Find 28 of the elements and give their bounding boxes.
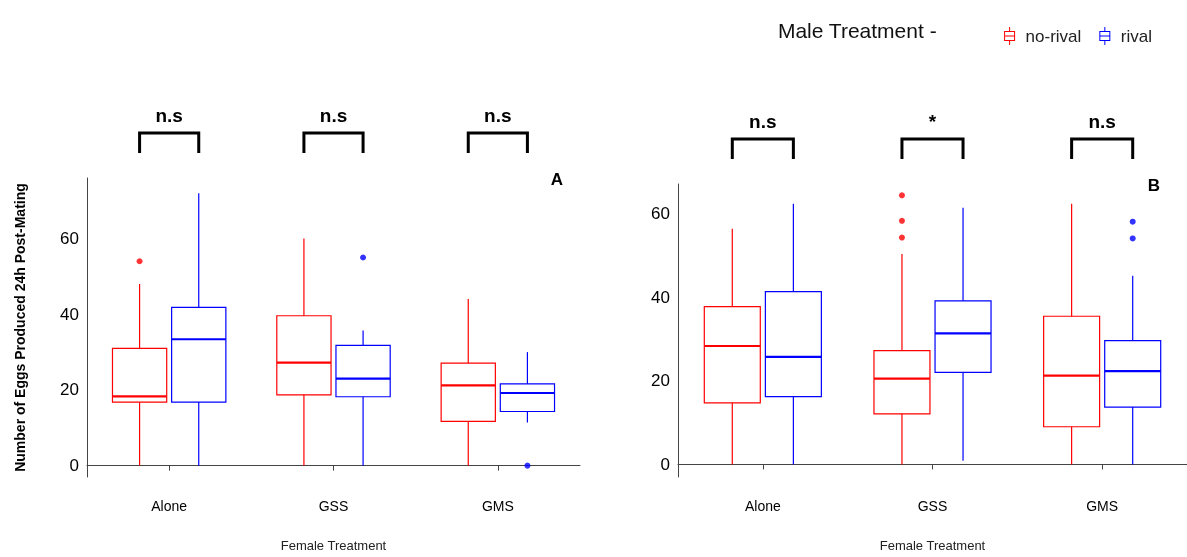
legend-label: rival: [1120, 26, 1152, 46]
legend-label: no-rival: [1025, 26, 1082, 46]
y-tick-label: 0: [660, 454, 670, 474]
y-tick-label: 60: [651, 203, 670, 223]
y-tick-label: 40: [651, 287, 670, 307]
x-tick-label: Alone: [151, 498, 188, 514]
x-tick-label: GMS: [1086, 498, 1119, 514]
y-tick-label: 40: [60, 304, 79, 324]
chart-title: A: [550, 170, 563, 189]
chart-title: B: [1147, 176, 1160, 195]
text: *: [928, 111, 937, 132]
x-tick-label: GSS: [917, 498, 948, 514]
x-axis-title: Female Treatment: [879, 538, 986, 553]
x-tick-label: GMS: [481, 498, 514, 514]
text: n.s: [1088, 111, 1116, 132]
y-tick-label: 20: [60, 380, 79, 400]
text: n.s: [319, 105, 348, 126]
text: n.s: [484, 105, 512, 126]
text: n.s: [749, 111, 777, 132]
text: n.s: [155, 105, 183, 126]
y-tick-label: 60: [60, 229, 79, 249]
x-tick-label: Alone: [744, 498, 781, 514]
legend-title: Male Treatment -: [777, 19, 937, 42]
y-axis-title: Number of Eggs Produced 24h Post-Mating: [12, 183, 28, 472]
y-tick-label: 20: [651, 371, 670, 391]
x-axis-title: Female Treatment: [280, 538, 387, 553]
x-tick-label: GSS: [318, 498, 349, 514]
y-tick-label: 0: [69, 456, 79, 476]
